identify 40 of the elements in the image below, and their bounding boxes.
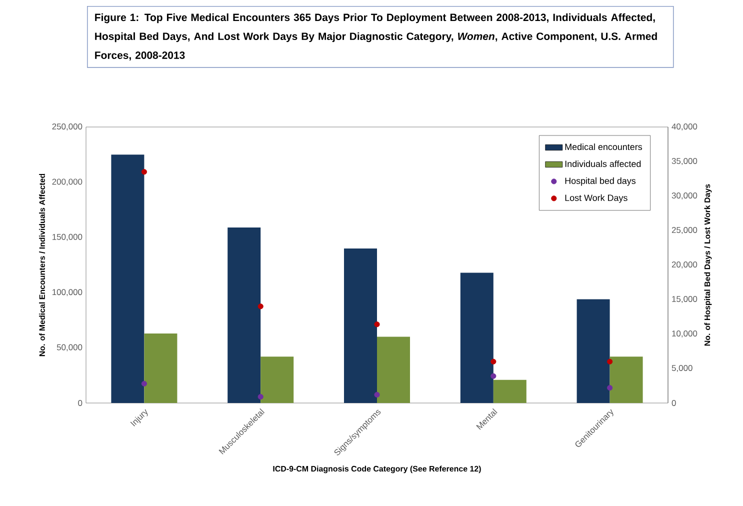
bar [144, 333, 178, 403]
y2-tick-label: 20,000 [672, 262, 698, 268]
bar [111, 154, 144, 403]
chart-title: Figure 1: Top Five Medical Encounters 365 Days Prior To Deployment Between 2008-2013, Individuals Affected, Hospital Bed Days, And Lost Work Days By Major Diagnostic Category, Women, Active Component, U.S. Armed Forces, 2008-2013 [95, 13, 657, 60]
y2-tick-label: 15,000 [672, 296, 698, 303]
point [258, 394, 264, 400]
legend-label: Medical encounters [565, 143, 642, 150]
y2-tick-label: 40,000 [672, 124, 698, 130]
point [490, 373, 496, 379]
point [490, 358, 496, 364]
y2-tick-label: 35,000 [672, 158, 698, 165]
bar [377, 336, 410, 403]
y-tick-label: 150,000 [52, 234, 82, 241]
y2-tick-label: 5,000 [672, 365, 692, 372]
y-tick-label: 200,000 [52, 178, 82, 186]
bar [576, 299, 610, 403]
bar [460, 272, 494, 403]
bar [344, 248, 377, 403]
point [374, 392, 380, 398]
legend-label: Lost Work Days [565, 194, 628, 203]
y-tick-label: 250,000 [52, 124, 82, 130]
legend-label: Hospital bed days [565, 177, 636, 186]
y2-tick-label: 25,000 [672, 227, 698, 234]
y-tick-label: 100,000 [52, 289, 82, 296]
y-tick-label: 0 [78, 400, 82, 406]
bar [260, 356, 294, 403]
y-tick-label: 50,000 [56, 344, 82, 352]
bar [610, 356, 643, 403]
point [607, 358, 613, 364]
y2-tick-label: 30,000 [672, 192, 698, 200]
point [374, 322, 380, 328]
y2-tick-label: 10,000 [672, 330, 698, 338]
bar [493, 380, 526, 403]
y2-tick-label: 0 [672, 400, 676, 406]
point [141, 380, 147, 386]
point [141, 169, 147, 175]
legend-label: Individuals affected [565, 160, 641, 168]
point [607, 385, 613, 391]
bar [228, 227, 261, 403]
point [258, 304, 264, 310]
